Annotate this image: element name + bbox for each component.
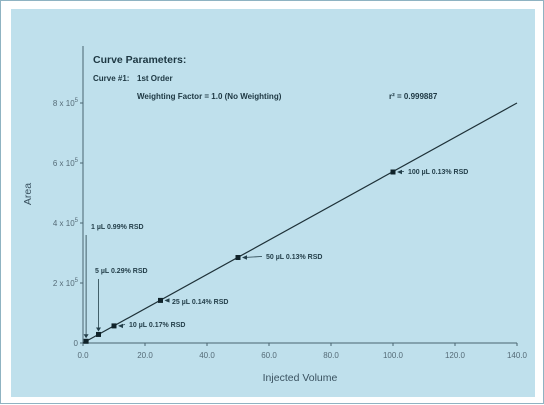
point-annotation-label: 25 µL 0.14% RSD [172, 299, 228, 306]
x-tick-labels: 0.0 20.0 40.0 60.0 80.0 100.0 120.0 140.0 [77, 343, 528, 360]
x-tick-label: 20.0 [137, 351, 153, 360]
curve-order: 1st Order [137, 74, 173, 83]
x-tick-label: 100.0 [383, 351, 404, 360]
fit-line [82, 102, 518, 344]
fit-line-group [82, 102, 518, 344]
r-squared: r² = 0.999887 [389, 92, 438, 101]
x-tick-label: 120.0 [445, 351, 466, 360]
x-tick-label: 60.0 [261, 351, 277, 360]
data-point [83, 338, 89, 344]
annotation-arrowhead [397, 169, 402, 175]
data-point [235, 255, 241, 260]
annotation-arrowhead [118, 323, 123, 329]
y-tick-label: 0 [74, 339, 79, 348]
point-annotation-label: 5 µL 0.29% RSD [95, 268, 148, 275]
annotation-arrowhead [242, 255, 247, 260]
x-tick-label: 140.0 [507, 351, 528, 360]
annotation-arrowhead [164, 298, 170, 303]
y-tick-label: 4 x 105 [53, 218, 79, 228]
x-tick-label: 40.0 [199, 351, 215, 360]
annotation-arrowhead [83, 334, 89, 339]
x-tick-label: 0.0 [77, 351, 89, 360]
x-axis-label: Injected Volume [263, 372, 338, 384]
data-points [83, 169, 396, 344]
y-tick-label: 8 x 105 [53, 98, 79, 108]
y-tick-labels: 0 2 x 105 4 x 105 6 x 105 8 x 105 [53, 98, 83, 348]
annotation-arrowhead [96, 327, 101, 332]
y-tick-label: 6 x 105 [53, 158, 79, 168]
data-point [158, 297, 163, 303]
curve-label: Curve #1: [93, 74, 129, 83]
curve-parameters-title: Curve Parameters: [93, 54, 186, 66]
weighting-factor: Weighting Factor = 1.0 (No Weighting) [137, 92, 282, 101]
data-point [390, 169, 396, 175]
data-point [96, 331, 101, 337]
point-annotation-label: 50 µL 0.13% RSD [266, 254, 322, 261]
x-tick-label: 80.0 [323, 351, 339, 360]
point-annotation-label: 1 µL 0.99% RSD [91, 224, 144, 231]
y-axis-label: Area [22, 183, 34, 205]
data-point [111, 323, 117, 329]
y-tick-label: 2 x 105 [53, 278, 79, 288]
point-annotation-label: 100 µL 0.13% RSD [408, 169, 468, 176]
point-annotation-label: 10 µL 0.17% RSD [129, 322, 185, 329]
point-annotations: 1 µL 0.99% RSD 5 µL 0.29% RSD 10 µL 0.17% … [83, 169, 468, 339]
